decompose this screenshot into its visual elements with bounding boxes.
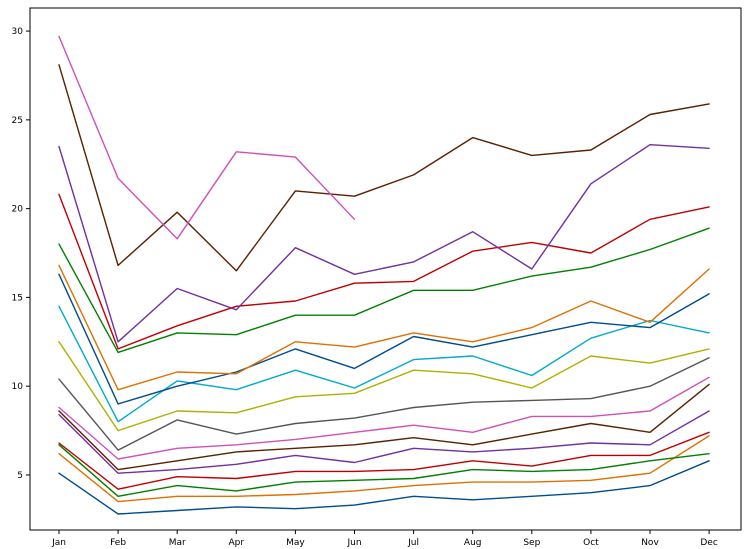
x-tick-label: Jul <box>407 538 419 548</box>
axis-layer: Jan Feb Mar Apr May Jun Jul Aug Sep Oct Nov Dec 5 10 1… <box>12 27 718 548</box>
x-tick-label: Nov <box>641 538 659 548</box>
x-tick-label: Mar <box>169 538 186 548</box>
y-tick-label: 25 <box>12 116 23 126</box>
series-line-14 <box>58 193 710 350</box>
y-tick-label: 10 <box>12 382 24 392</box>
series-line-2 <box>58 435 710 503</box>
series-line-10 <box>58 305 710 423</box>
x-tick-label: Dec <box>700 538 717 548</box>
x-tick-label: May <box>286 538 305 548</box>
series-line-7 <box>58 376 710 460</box>
y-tick-label: 30 <box>12 27 24 37</box>
series-line-9 <box>58 341 710 432</box>
series-line-6 <box>58 383 710 471</box>
series-line-15 <box>58 144 710 343</box>
x-tick-label: Aug <box>464 538 482 548</box>
series-line-8 <box>58 357 710 451</box>
x-tick-label: Jun <box>346 538 361 548</box>
y-tick-label: 5 <box>17 471 23 481</box>
y-tick-label: 15 <box>12 293 23 303</box>
series-line-4 <box>58 431 710 490</box>
x-tick-label: Oct <box>583 538 599 548</box>
y-tick-label: 20 <box>12 205 24 215</box>
series-line-17 <box>58 35 356 240</box>
x-tick-label: Sep <box>523 538 540 548</box>
plot-frame <box>29 7 742 531</box>
series-line-16 <box>58 64 710 272</box>
series-line-1 <box>58 460 710 515</box>
series-line-13 <box>58 227 710 354</box>
series-line-11 <box>58 273 710 405</box>
x-tick-label: Jan <box>51 538 66 548</box>
series-layer <box>58 35 710 515</box>
series-line-5 <box>58 410 710 474</box>
x-tick-label: Apr <box>229 538 245 548</box>
x-tick-label: Feb <box>110 538 126 548</box>
series-line-12 <box>58 264 710 391</box>
series-line-3 <box>58 444 710 497</box>
